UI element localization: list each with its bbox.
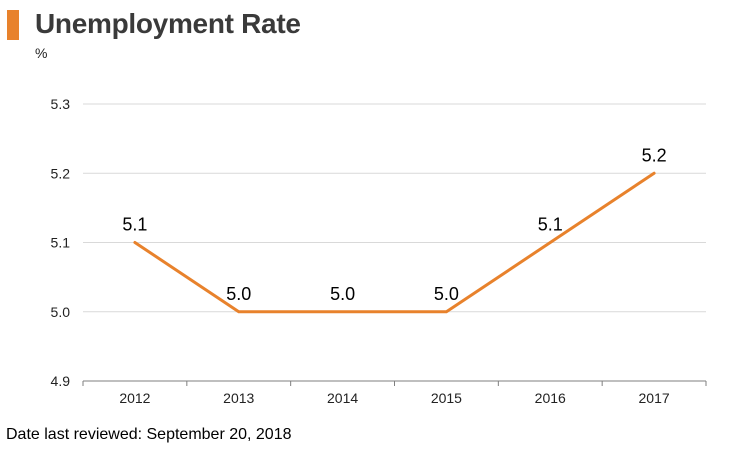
y-tick-label: 4.9	[51, 373, 71, 389]
series-line	[133, 171, 656, 314]
data-label: 5.2	[642, 145, 667, 165]
x-tick-label: 2015	[431, 390, 462, 406]
y-tick-label: 5.3	[51, 96, 71, 112]
last-reviewed-note: Date last reviewed: September 20, 2018	[6, 426, 292, 443]
x-tick-label: 2017	[639, 390, 670, 406]
x-axis: 2012 2013 2014 2015 2016 2017	[82, 380, 707, 406]
line-chart: 4.9 5.0 5.1 5.2 5.3 2012 2013 2014 2015 2016 2017…	[51, 96, 707, 406]
data-label: 5.0	[330, 284, 355, 304]
x-tick-label: 2012	[119, 390, 150, 406]
y-tick-label: 5.0	[51, 304, 71, 320]
data-labels: 5.1 5.0 5.0 5.0 5.1 5.2	[122, 145, 666, 304]
y-tick-label: 5.1	[51, 235, 71, 251]
data-label: 5.1	[122, 215, 147, 235]
y-tick-label: 5.2	[51, 165, 71, 181]
series-line-group	[133, 171, 656, 314]
data-label: 5.0	[434, 284, 459, 304]
data-label: 5.1	[538, 215, 563, 235]
title-accent-bar	[7, 10, 19, 40]
x-tick-label: 2013	[223, 390, 254, 406]
page-title: Unemployment Rate	[35, 8, 301, 39]
y-axis: 4.9 5.0 5.1 5.2 5.3	[51, 96, 71, 389]
data-label: 5.0	[226, 284, 251, 304]
x-tick-label: 2014	[327, 390, 358, 406]
gridlines	[83, 103, 706, 313]
unit-label: %	[35, 45, 48, 61]
x-tick-label: 2016	[535, 390, 566, 406]
